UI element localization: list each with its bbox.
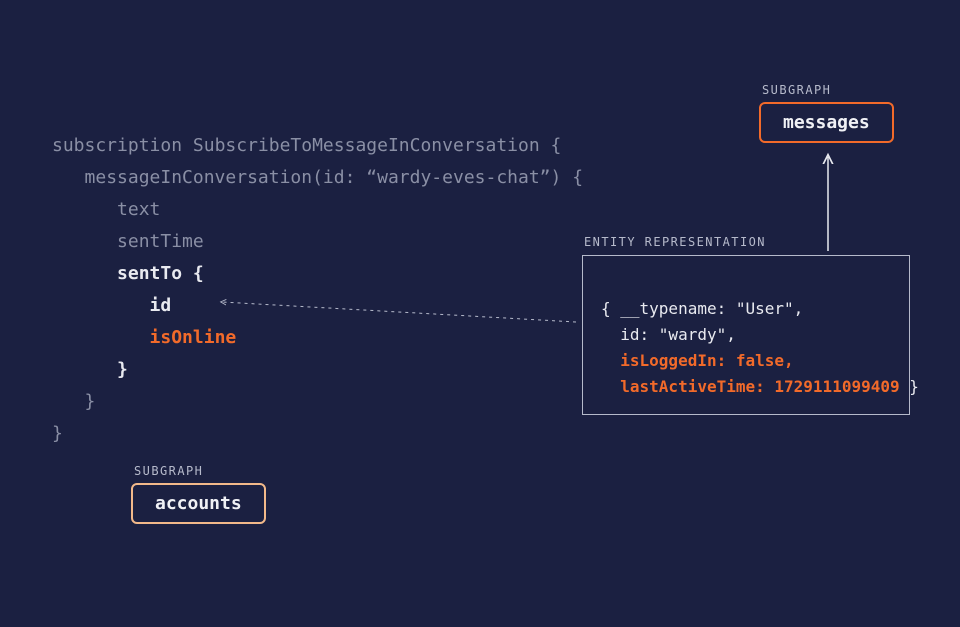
entity-line1-val: "User": [736, 299, 794, 318]
entity-line2-val: "wardy": [659, 325, 726, 344]
entity-line4: lastActiveTime: 1729111099409: [601, 377, 900, 396]
entity-representation-box: { __typename: "User", id: "wardy", isLog…: [582, 255, 910, 415]
entity-line1-key: { __typename:: [601, 299, 736, 318]
subgraph-accounts-label: SUBGRAPH: [134, 464, 203, 478]
subgraph-messages-box: messages: [759, 102, 894, 143]
brace: {: [540, 135, 562, 156]
entity-line3: isLoggedIn: false: [601, 351, 784, 370]
entity-line2-key: id:: [601, 325, 659, 344]
field-messageInConversation: messageInConversation: [85, 167, 313, 188]
subgraph-accounts-box: accounts: [131, 483, 266, 524]
kw-subscription: subscription: [52, 135, 193, 156]
subgraph-messages-name: messages: [783, 112, 870, 133]
entity-representation-label: ENTITY REPRESENTATION: [584, 235, 766, 249]
subgraph-accounts-name: accounts: [155, 493, 242, 514]
graphql-subscription-code: subscription SubscribeToMessageInConvers…: [52, 98, 583, 450]
arg-id-value: “wardy-eves-chat”: [366, 167, 550, 188]
brace-close: }: [85, 391, 96, 412]
field-text: text: [117, 199, 160, 220]
field-sentTo: sentTo: [117, 263, 182, 284]
subgraph-messages-label: SUBGRAPH: [762, 83, 831, 97]
brace-close: }: [117, 359, 128, 380]
field-isOnline: isOnline: [150, 327, 237, 348]
field-sentTime: sentTime: [117, 231, 204, 252]
field-id: id: [150, 295, 172, 316]
op-name: SubscribeToMessageInConversation: [193, 135, 540, 156]
brace-close: }: [52, 423, 63, 444]
